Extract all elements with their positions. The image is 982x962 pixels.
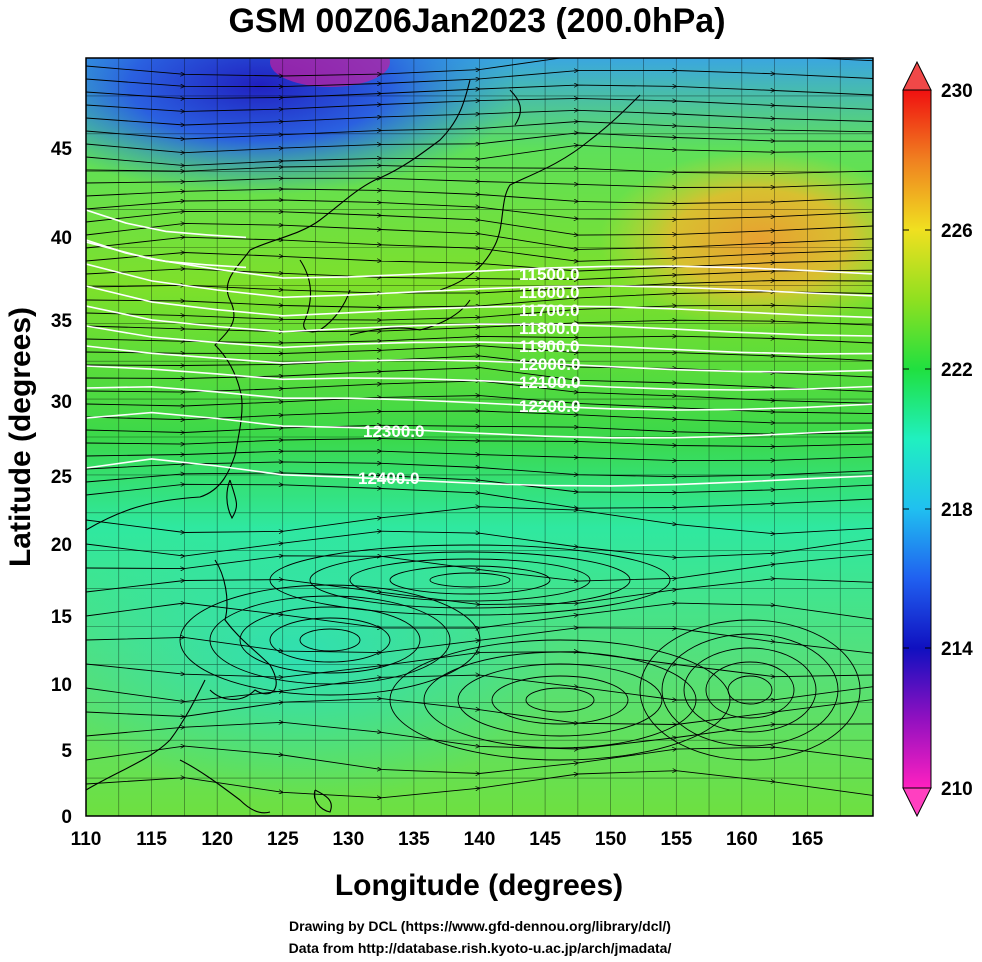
- streamline: [86, 425, 873, 434]
- height-contour: [86, 239, 247, 269]
- colorbar-tick-label: 210: [941, 779, 973, 800]
- height-contours: [86, 209, 873, 487]
- plot-area: 11500.0 11600.0 11700.0 11800.0 11900.0 …: [86, 58, 873, 816]
- streamline: [86, 699, 873, 725]
- colorbar-tick-label: 226: [941, 221, 973, 242]
- y-axis: 0 5 10 15 20 25 30 35 40 45: [51, 139, 73, 828]
- height-contour: [86, 263, 873, 299]
- colorbar-tick-label: 222: [941, 360, 973, 381]
- height-contour: [86, 411, 873, 439]
- streamline: [86, 320, 873, 332]
- height-contour: [86, 458, 873, 487]
- y-tick-label: 10: [51, 675, 72, 696]
- x-tick-label: 150: [595, 829, 627, 850]
- colorbar-max-arrow: [902, 60, 932, 91]
- contour-label-11900: 11900.0: [519, 337, 580, 356]
- y-tick-label: 25: [51, 467, 73, 488]
- height-contour: [86, 209, 247, 239]
- height-contour: [86, 345, 873, 373]
- streamline: [86, 628, 873, 654]
- x-axis: 110 115 120 125 130 135 140 145 150 155 …: [71, 829, 824, 850]
- x-tick-label: 165: [792, 829, 824, 850]
- wind-streamlines: [86, 58, 873, 798]
- streamline: [86, 166, 873, 174]
- height-contour: [86, 241, 873, 279]
- y-tick-label: 20: [51, 535, 72, 556]
- y-tick-label: 5: [61, 741, 72, 762]
- colorbar-tick-label: 214: [941, 639, 973, 660]
- height-contour: [86, 285, 873, 319]
- streamline: [86, 253, 873, 272]
- credit-drawing: Drawing by DCL (https://www.gfd-dennou.o…: [289, 918, 671, 934]
- height-contour: [86, 325, 873, 355]
- contour-label-12300: 12300.0: [363, 422, 424, 441]
- y-tick-label: 35: [51, 311, 73, 332]
- contour-label-11600: 11600.0: [519, 283, 580, 302]
- contour-label-11700: 11700.0: [519, 301, 580, 320]
- x-axis-title: Longitude (degrees): [335, 869, 623, 902]
- grid-lines: [86, 58, 873, 816]
- colorbar-tick-label: 230: [941, 81, 973, 102]
- height-contour: [86, 305, 873, 337]
- y-tick-label: 40: [51, 228, 72, 249]
- x-tick-label: 160: [726, 829, 758, 850]
- y-tick-label: 0: [61, 807, 72, 828]
- x-tick-label: 135: [398, 829, 430, 850]
- colorbar: 210 214 218 222 226 230: [902, 60, 973, 818]
- x-tick-label: 155: [660, 829, 692, 850]
- x-tick-label: 110: [71, 829, 102, 850]
- y-tick-label: 30: [51, 392, 72, 413]
- streamline: [86, 439, 873, 447]
- contour-label-11500: 11500.0: [519, 265, 580, 284]
- credit-data: Data from http://database.rish.kyoto-u.a…: [288, 940, 672, 956]
- streamline: [86, 771, 873, 798]
- chart-title: GSM 00Z06Jan2023 (200.0hPa): [228, 2, 725, 40]
- warm-region: [600, 150, 873, 330]
- colorbar-tick-label: 218: [941, 500, 973, 521]
- x-tick-label: 120: [201, 829, 233, 850]
- height-contour: [86, 385, 873, 411]
- colorbar-min-arrow: [902, 787, 932, 818]
- coldest-region: [270, 58, 390, 87]
- contour-label-12000: 12000.0: [519, 355, 580, 374]
- streamline: [86, 305, 873, 320]
- x-tick-label: 125: [267, 829, 299, 850]
- contour-label-12200: 12200.0: [519, 397, 580, 416]
- contour-label-12100: 12100.0: [519, 373, 580, 392]
- contour-label-12400: 12400.0: [358, 469, 419, 488]
- contour-label-11800: 11800.0: [519, 319, 580, 338]
- y-axis-title: Latitude (degrees): [4, 307, 37, 567]
- x-tick-label: 145: [529, 829, 561, 850]
- colorbar-gradient: [902, 89, 932, 789]
- y-tick-label: 45: [51, 139, 73, 160]
- plot-frame: [85, 57, 874, 817]
- x-tick-label: 115: [136, 829, 167, 850]
- y-tick-label: 15: [51, 607, 73, 628]
- height-contour: [86, 365, 873, 391]
- x-tick-label: 140: [464, 829, 496, 850]
- x-tick-label: 130: [332, 829, 364, 850]
